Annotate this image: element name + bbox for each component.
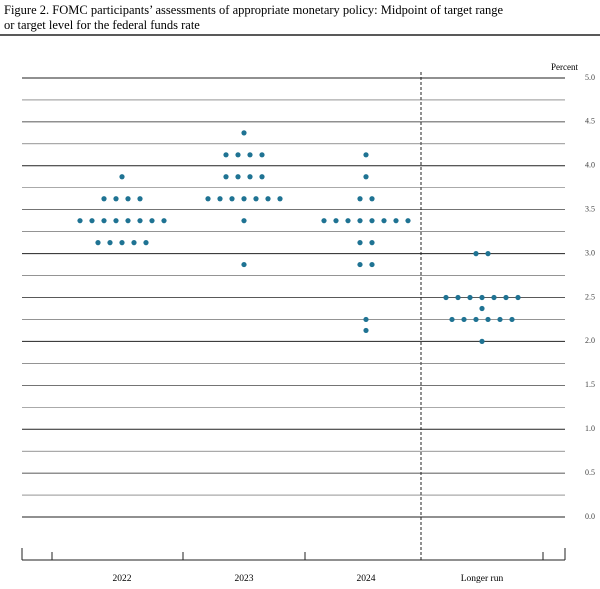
dot [357, 196, 363, 202]
dot [125, 218, 131, 224]
dot [357, 240, 363, 246]
dot [113, 196, 119, 202]
dot [253, 196, 259, 202]
dot [363, 327, 369, 334]
dot [265, 196, 271, 202]
dot [467, 294, 473, 301]
dot [449, 316, 455, 323]
dot [259, 174, 265, 180]
dot [357, 261, 363, 268]
dot [137, 218, 143, 224]
dot [461, 316, 467, 323]
y-tick-label: 1.5 [585, 380, 595, 389]
y-tick-label: 2.0 [585, 336, 595, 345]
dot [107, 240, 113, 246]
y-tick-label: 4.5 [585, 117, 595, 126]
title-line: Figure 2. FOMC participants’ assessments… [4, 3, 504, 17]
y-tick-label: 2.5 [585, 292, 595, 301]
dot [247, 152, 253, 158]
y-tick-label: 3.5 [585, 205, 595, 214]
dot [89, 218, 95, 224]
dot [515, 294, 521, 301]
x-tick-label: 2023 [235, 574, 254, 584]
dot [143, 240, 149, 246]
dot [405, 218, 411, 224]
x-tick-label: 2022 [113, 574, 132, 584]
dot [241, 261, 247, 268]
y-tick-label: 0.5 [585, 468, 595, 477]
dot [241, 130, 247, 136]
dot [393, 218, 399, 224]
dot [235, 174, 241, 180]
dot [223, 152, 229, 158]
dot [485, 316, 491, 323]
dot [509, 316, 515, 323]
dot [137, 196, 143, 202]
dot [277, 196, 283, 202]
y-tick-label: 4.0 [585, 161, 595, 170]
dot [101, 218, 107, 224]
dot [363, 152, 369, 158]
dot [235, 152, 241, 158]
y-tick-label: 1.0 [585, 424, 595, 433]
dot [119, 174, 125, 180]
dot [217, 196, 223, 202]
dot [497, 316, 503, 323]
x-tick-label: Longer run [461, 574, 504, 584]
dot [363, 316, 369, 323]
dot [119, 240, 125, 246]
y-tick-label: 0.0 [585, 512, 595, 521]
dot [503, 294, 509, 301]
dot [131, 240, 137, 246]
title-line: or target level for the federal funds ra… [4, 18, 200, 32]
dot [345, 218, 351, 224]
dot [101, 196, 107, 202]
dot [443, 294, 449, 301]
dot [205, 196, 211, 202]
y-tick-label: 3.0 [585, 248, 595, 257]
dot [369, 261, 375, 268]
dot [321, 218, 327, 224]
dot [485, 251, 491, 257]
dot [149, 218, 155, 224]
dot [473, 316, 479, 323]
dot [95, 240, 101, 246]
dot [125, 196, 131, 202]
dot [241, 218, 247, 224]
dot [77, 218, 83, 224]
y-tick-label: 5.0 [585, 73, 595, 82]
dot [229, 196, 235, 202]
dot [223, 174, 229, 180]
dot [369, 196, 375, 202]
dot [479, 294, 485, 301]
dot [333, 218, 339, 224]
dot [357, 218, 363, 224]
dot [369, 240, 375, 246]
x-tick-label: 2024 [357, 574, 376, 584]
dot [479, 338, 485, 344]
dot [369, 218, 375, 224]
dot [247, 174, 253, 180]
dot [479, 305, 485, 312]
dot [363, 174, 369, 180]
dot [455, 294, 461, 301]
dot [161, 218, 167, 224]
dot [381, 218, 387, 224]
dot [473, 251, 479, 257]
dot [491, 294, 497, 301]
dot [241, 196, 247, 202]
dot [259, 152, 265, 158]
dot [113, 218, 119, 224]
y-unit: Percent [551, 62, 578, 72]
